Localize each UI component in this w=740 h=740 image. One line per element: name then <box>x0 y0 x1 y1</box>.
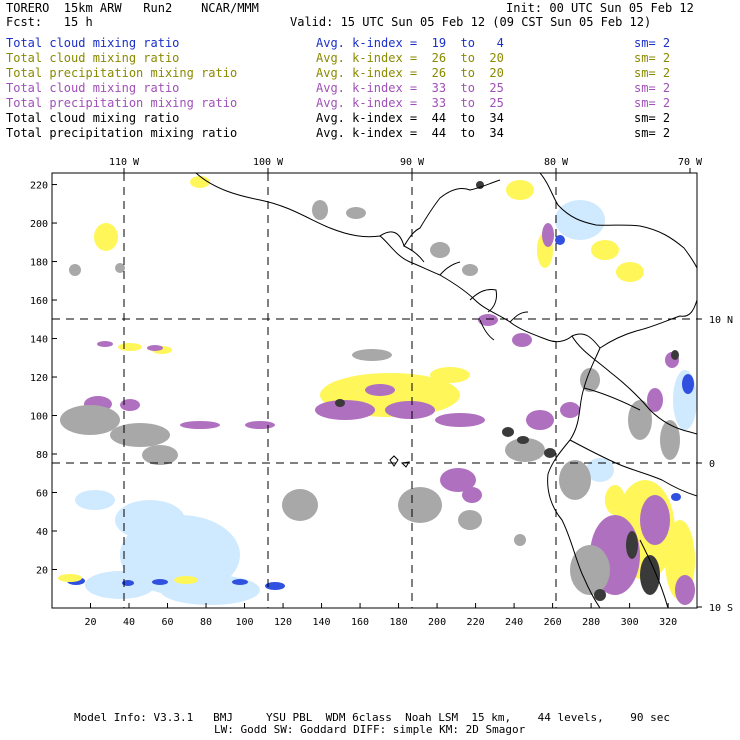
y-tick-label: 120 <box>30 373 48 384</box>
lon-label: 110 W <box>109 157 140 168</box>
legend-kindex-0: Avg. k-index = 19 to 4 <box>316 36 504 50</box>
y-axis: 220 200 180 160 140 120 100 80 60 40 20 <box>30 181 57 577</box>
lon-label: 80 W <box>544 157 569 168</box>
blue-cloud-cores <box>67 235 694 590</box>
legend-sm-3: sm= 2 <box>634 81 671 95</box>
legend-kindex-1: Avg. k-index = 26 to 20 <box>316 51 504 65</box>
y-tick-label: 220 <box>30 181 48 192</box>
legend-sm-1: sm= 2 <box>634 51 671 65</box>
x-tick-label: 120 <box>274 617 292 628</box>
y-tick-label: 20 <box>36 566 48 577</box>
valid-time: Valid: 15 UTC Sun 05 Feb 12 (09 CST Sun … <box>290 15 652 29</box>
y-tick-label: 40 <box>36 527 48 538</box>
lon-label: 70 W <box>678 157 703 168</box>
legend-kindex-6: Avg. k-index = 44 to 34 <box>316 126 504 140</box>
x-tick-label: 60 <box>161 617 173 628</box>
x-tick-label: 300 <box>621 617 639 628</box>
lon-label: 90 W <box>400 157 425 168</box>
x-tick-label: 240 <box>505 617 523 628</box>
legend-name-3: Total cloud mixing ratio <box>6 81 180 95</box>
x-tick-label: 100 <box>236 617 254 628</box>
lon-label: 100 W <box>253 157 284 168</box>
init-time: Init: 00 UTC Sun 05 Feb 12 <box>506 1 694 15</box>
legend-kindex-4: Avg. k-index = 33 to 25 <box>316 96 504 110</box>
model-title: TORERO 15km ARW Run2 NCAR/MMM <box>6 1 259 15</box>
lat-label: 0 <box>709 459 715 470</box>
x-tick-label: 80 <box>200 617 212 628</box>
x-tick-label: 220 <box>467 617 485 628</box>
legend-name-5: Total cloud mixing ratio <box>6 111 180 125</box>
y-tick-label: 80 <box>36 450 48 461</box>
x-tick-label: 40 <box>123 617 135 628</box>
x-tick-label: 260 <box>544 617 562 628</box>
legend-name-4: Total precipitation mixing ratio <box>6 96 238 110</box>
forecast-hour: Fcst: 15 h <box>6 15 93 29</box>
y-tick-label: 100 <box>30 412 48 423</box>
legend-sm-5: sm= 2 <box>634 111 671 125</box>
x-tick-label: 20 <box>84 617 96 628</box>
legend-kindex-5: Avg. k-index = 44 to 34 <box>316 111 504 125</box>
legend-kindex-3: Avg. k-index = 33 to 25 <box>316 81 504 95</box>
x-tick-label: 180 <box>390 617 408 628</box>
lat-label: 10 N <box>709 315 733 326</box>
x-tick-label: 140 <box>313 617 331 628</box>
latitude-labels: 10 N 0 10 S <box>697 315 733 614</box>
legend-sm-4: sm= 2 <box>634 96 671 110</box>
x-tick-label: 160 <box>351 617 369 628</box>
legend-sm-6: sm= 2 <box>634 126 671 140</box>
x-axis: 20 40 60 80 100 120 140 160 180 200 220 240 260 280 30… <box>84 603 677 628</box>
x-tick-label: 320 <box>659 617 677 628</box>
dark-gray-cloud-region <box>335 181 679 601</box>
legend-kindex-2: Avg. k-index = 26 to 20 <box>316 66 504 80</box>
y-tick-label: 180 <box>30 258 48 269</box>
legend-sm-0: sm= 2 <box>634 36 671 50</box>
legend-name-2: Total precipitation mixing ratio <box>6 66 238 80</box>
y-tick-label: 200 <box>30 219 48 230</box>
lat-lon-grid <box>52 173 697 608</box>
y-tick-label: 60 <box>36 489 48 500</box>
map-frame <box>51 172 698 609</box>
longitude-labels: 110 W 100 W 90 W 80 W 70 W <box>109 157 703 173</box>
y-tick-label: 140 <box>30 335 48 346</box>
legend-name-0: Total cloud mixing ratio <box>6 36 180 50</box>
legend-name-6: Total precipitation mixing ratio <box>6 126 238 140</box>
legend-name-1: Total cloud mixing ratio <box>6 51 180 65</box>
model-info: Model Info: V3.3.1 BMJ YSU PBL WDM 6clas… <box>74 711 671 724</box>
map-field-layer <box>58 176 697 605</box>
lat-label: 10 S <box>709 603 733 614</box>
physics-info: LW: Godd SW: Goddard DIFF: simple KM: 2D… <box>214 723 526 736</box>
x-tick-label: 200 <box>428 617 446 628</box>
country-borders <box>403 245 697 608</box>
legend-sm-2: sm= 2 <box>634 66 671 80</box>
x-tick-label: 280 <box>582 617 600 628</box>
y-tick-label: 160 <box>30 296 48 307</box>
coastline <box>195 173 697 608</box>
